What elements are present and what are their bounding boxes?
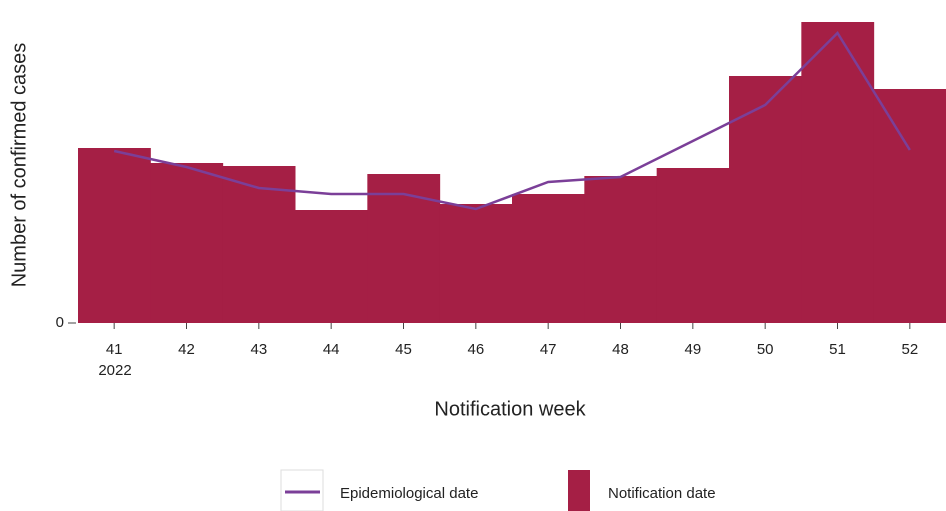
x-tick-label: 44 xyxy=(323,341,340,358)
x-tick-label: 52 xyxy=(901,341,918,358)
x-tick-label: 41 xyxy=(106,341,123,358)
x-tick-label: 47 xyxy=(540,341,557,358)
x-tick-label: 45 xyxy=(395,341,412,358)
x-sublabel: 2022 xyxy=(98,362,131,379)
line xyxy=(113,31,911,211)
bar xyxy=(512,194,585,323)
y-tick-label: 0 xyxy=(56,314,64,331)
bar xyxy=(656,168,730,323)
x-tick-label: 48 xyxy=(612,341,629,358)
legend-swatch xyxy=(568,470,590,511)
bar xyxy=(873,89,946,323)
bar xyxy=(439,204,513,323)
bar xyxy=(222,166,296,323)
y-axis-title: Number of confirmed cases xyxy=(8,43,30,288)
x-tick-label: 51 xyxy=(829,341,846,358)
bar xyxy=(729,76,802,323)
bar xyxy=(801,22,875,323)
bar xyxy=(150,163,224,323)
legend-label: Notification date xyxy=(608,485,716,502)
x-tick-label: 50 xyxy=(757,341,774,358)
bar xyxy=(367,174,441,323)
x-tick-label: 49 xyxy=(684,341,701,358)
bar xyxy=(584,176,658,323)
legend-label: Epidemiological date xyxy=(340,485,478,502)
x-tick-label: 46 xyxy=(467,341,484,358)
x-tick-label: 43 xyxy=(250,341,267,358)
x-axis-title: Notification week xyxy=(434,398,586,420)
x-tick-label: 42 xyxy=(178,341,195,358)
bar xyxy=(295,210,368,323)
bar xyxy=(78,148,151,323)
